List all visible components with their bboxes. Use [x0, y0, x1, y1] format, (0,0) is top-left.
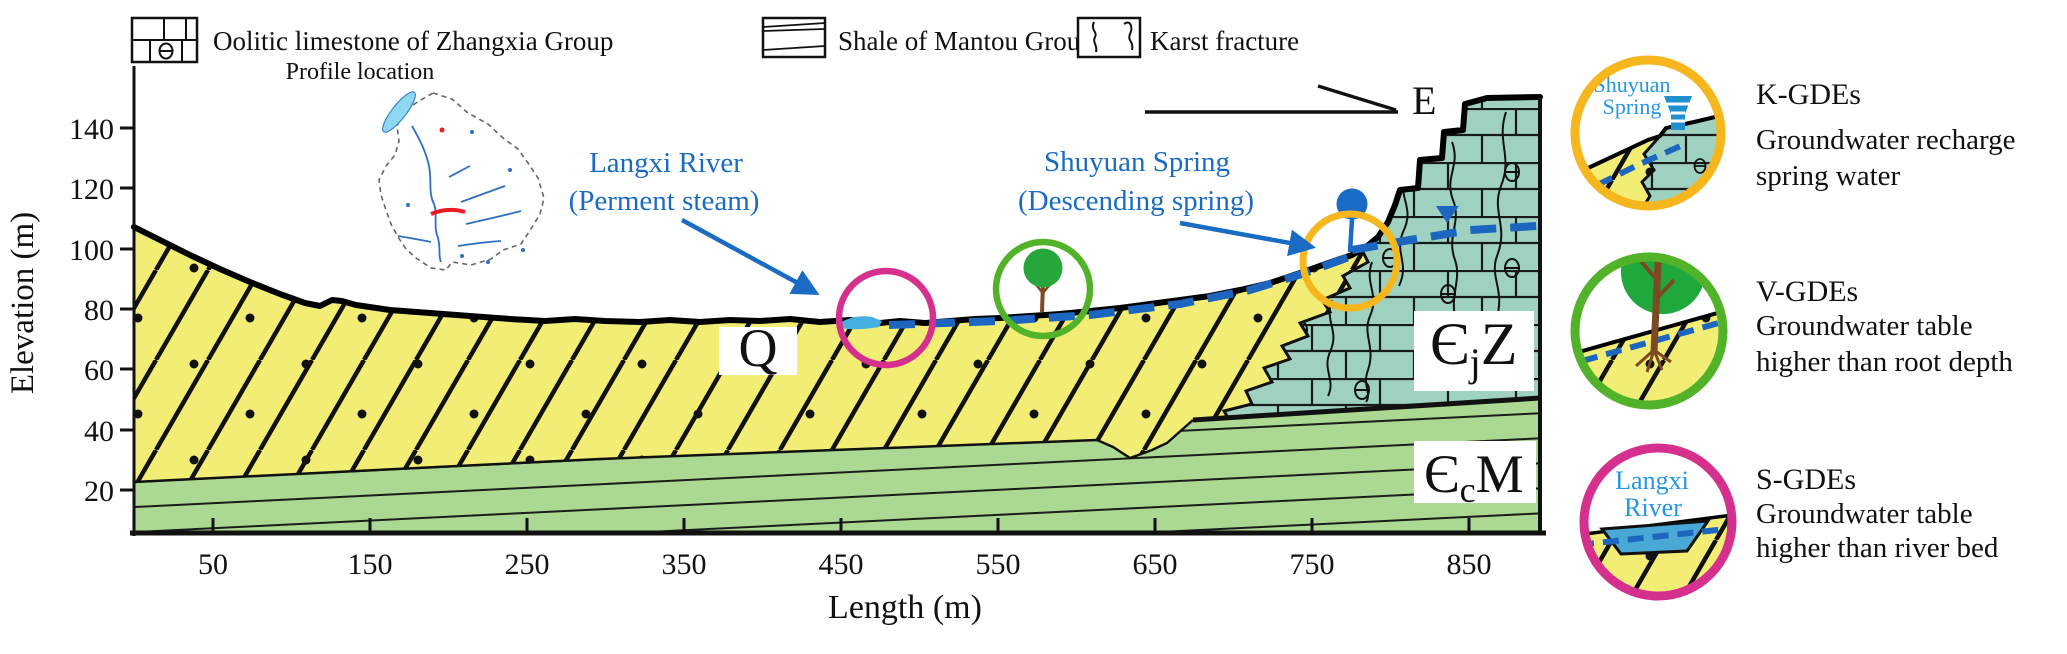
x-axis-label: Length (m) — [828, 589, 982, 626]
y-tick-label: 60 — [84, 354, 114, 387]
gde-legend-vgde: V-GDEs Groundwater table higher than roo… — [1570, 252, 2013, 410]
limestone-shale-boundary — [1192, 395, 1541, 423]
x-tick-label: 650 — [1133, 548, 1178, 581]
x-tick-label: 450 — [819, 548, 864, 581]
y-tick-label: 100 — [69, 234, 114, 267]
shuyuan-spring-label-line1: Shuyuan Spring — [1044, 146, 1230, 178]
spring-funnel-icon — [1664, 96, 1692, 130]
vgde-circle-icon — [1579, 261, 1719, 401]
vgde-ring — [1570, 252, 1728, 410]
v-gde-circle-marker — [992, 238, 1094, 340]
east-label: E — [1412, 78, 1436, 123]
shale-legend-label: Shale of Mantou Group — [838, 26, 1094, 56]
river-dots — [406, 130, 525, 264]
y-tick-label: 80 — [84, 294, 114, 327]
annotations: Langxi River (Perment steam) Shuyuan Spr… — [569, 78, 1436, 295]
east-direction-marker: E — [1145, 78, 1436, 123]
x-tick-label: 850 — [1447, 548, 1492, 581]
jz-base: Є — [1430, 311, 1470, 377]
sgde-circle-icon: Langxi River — [1588, 452, 1728, 592]
axes: 140 120 100 80 60 40 20 50 150 250 350 4… — [5, 66, 1546, 626]
kgde-desc-line1: Groundwater recharge — [1756, 124, 2016, 156]
shuyuan-arrow — [1179, 220, 1316, 257]
cm-suffix: M — [1476, 444, 1524, 504]
sgde-ring — [1579, 443, 1737, 601]
gde-legend-sgde: Langxi River S-GDEs Groundwater table hi… — [1579, 443, 1999, 601]
y-tick-label: 140 — [69, 113, 114, 146]
karst-legend-label: Karst fracture — [1150, 26, 1299, 56]
sgde-desc-line1: Groundwater table — [1756, 498, 1973, 530]
spring-pin-icon — [1336, 188, 1368, 253]
jz-label-box — [1414, 311, 1534, 391]
sgde-desc-line2: higher than river bed — [1756, 532, 1999, 564]
k-gde-circle-marker — [1299, 210, 1401, 312]
cm-sub: c — [1460, 470, 1476, 510]
river-network — [397, 125, 522, 263]
sgde-icon-label-line2: River — [1624, 493, 1682, 522]
karst-legend-icon — [1076, 16, 1142, 59]
limestone-legend-label: Oolitic limestone of Zhangxia Group — [213, 26, 613, 56]
vgde-desc-line2: higher than root depth — [1756, 346, 2013, 378]
vgde-desc-line1: Groundwater table — [1756, 310, 1973, 342]
cm-label-box — [1414, 441, 1536, 503]
shale-legend-icon — [761, 16, 827, 59]
sgde-icon-label-line1: Langxi — [1615, 466, 1689, 495]
langxi-river-label-line2: (Perment steam) — [569, 185, 760, 217]
kgde-circle-icon: Shuyuan Spring — [1579, 64, 1717, 202]
q-label-box — [719, 327, 797, 375]
unit-labels: Q ЄjZ ЄcM — [719, 311, 1536, 510]
x-tick-labels: 50 150 250 350 450 550 650 750 850 — [198, 548, 1492, 581]
gde-legend-kgde: Shuyuan Spring K-GDEs Groundwater rechar… — [1570, 55, 2016, 211]
q-limestone-contact — [1192, 235, 1379, 422]
x-ticks — [211, 518, 1471, 533]
river-water-patch — [838, 316, 882, 330]
shuyuan-spring-label-line2: (Descending spring) — [1018, 185, 1254, 217]
profile-location-dot — [439, 127, 445, 133]
profile-location-line — [430, 207, 466, 216]
jz-sub: j — [1468, 340, 1481, 385]
watershed-outline — [378, 92, 545, 271]
sgde-code: S-GDEs — [1756, 463, 1856, 496]
x-tick-label: 250 — [505, 548, 550, 581]
kgde-code: K-GDEs — [1756, 78, 1861, 111]
x-tick-label: 150 — [348, 548, 393, 581]
y-axis-label: Elevation (m) — [5, 212, 41, 394]
q-label: Q — [739, 318, 778, 378]
jz-suffix: Z — [1481, 311, 1518, 377]
shale-unit — [134, 398, 1540, 533]
inset-map: Profile location — [286, 59, 545, 271]
tree-icon — [1023, 248, 1063, 313]
x-tick-label: 50 — [198, 548, 228, 581]
langxi-arrow — [680, 218, 820, 295]
langxi-river-label-line1: Langxi River — [589, 147, 743, 179]
x-tick-label: 350 — [662, 548, 707, 581]
y-tick-label: 40 — [84, 415, 114, 448]
kgde-icon-label-line2: Spring — [1603, 94, 1662, 119]
x-tick-label: 750 — [1290, 548, 1335, 581]
groundwater-table-line-limestone — [1351, 222, 1538, 254]
cm-base: Є — [1424, 444, 1460, 504]
kgde-ring — [1570, 55, 1726, 211]
jz-label: ЄjZ — [1430, 311, 1517, 385]
vgde-code: V-GDEs — [1756, 275, 1858, 308]
x-tick-label: 550 — [976, 548, 1021, 581]
limestone-legend-icon — [130, 16, 199, 64]
s-gde-circle-marker — [835, 267, 937, 369]
y-ticks — [120, 126, 134, 492]
water-table-triangle-icon — [1436, 206, 1459, 223]
q-shale-boundary — [133, 419, 1194, 484]
kgde-desc-line2: spring water — [1756, 160, 1900, 192]
y-tick-labels: 140 120 100 80 60 40 20 — [69, 113, 114, 508]
y-tick-label: 20 — [84, 475, 114, 508]
top-legend: Oolitic limestone of Zhangxia Group Shal… — [130, 16, 1299, 64]
y-tick-label: 120 — [69, 173, 114, 206]
profile-location-label: Profile location — [286, 59, 435, 85]
reservoir — [382, 91, 416, 133]
cm-label: ЄcM — [1424, 444, 1524, 510]
